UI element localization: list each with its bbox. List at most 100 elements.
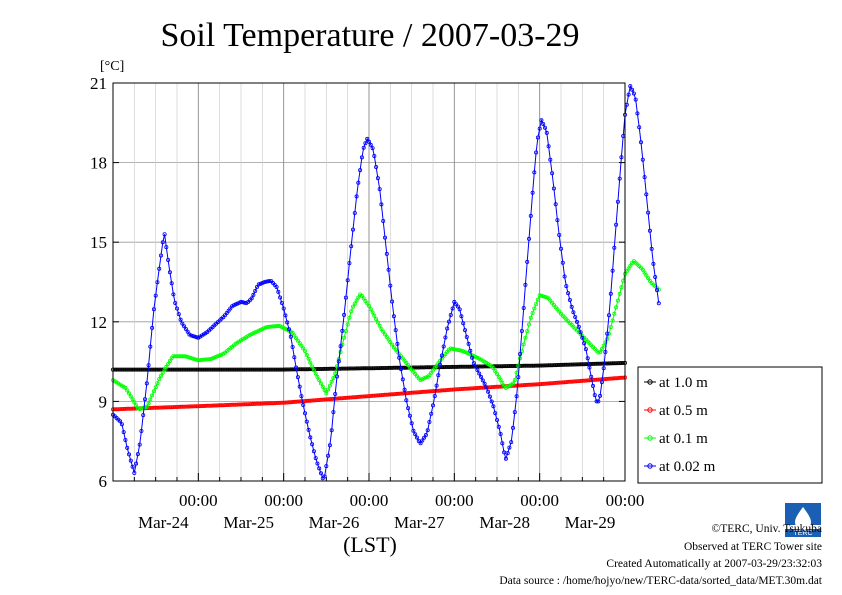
series-point [411, 390, 416, 395]
series-point [169, 281, 174, 286]
series-point [235, 367, 240, 372]
series-point [543, 381, 548, 386]
series-point [340, 328, 345, 333]
series-point [311, 368, 316, 373]
series-point [468, 348, 473, 353]
series-point [514, 394, 519, 399]
series-point [557, 380, 562, 385]
legend-box [637, 366, 823, 484]
series-point [174, 306, 179, 311]
series-point [470, 355, 475, 360]
series-point [253, 288, 258, 293]
series-point [446, 319, 451, 324]
series-point [585, 356, 590, 361]
series-point [422, 389, 427, 394]
series-point [317, 397, 322, 402]
series-point [190, 404, 195, 409]
series-point [564, 362, 569, 367]
series-point [361, 145, 366, 150]
series-point [130, 464, 135, 469]
series-point [575, 319, 580, 324]
x-tick-date-label: Mar-27 [394, 513, 445, 532]
series-point [626, 92, 631, 97]
series-point [318, 366, 323, 371]
series-point [535, 135, 540, 140]
series-point [628, 263, 633, 268]
series-point [166, 405, 171, 410]
series-point [242, 300, 247, 305]
series-point [267, 278, 272, 283]
series-point [525, 259, 530, 264]
series-point [349, 395, 354, 400]
series-point [173, 404, 178, 409]
series-point [477, 385, 482, 390]
logo-text: TERC [793, 530, 812, 537]
series-point [642, 270, 647, 275]
series-point [580, 378, 585, 383]
series-point [612, 361, 617, 366]
series-point [414, 435, 419, 440]
series-point [527, 382, 532, 387]
series-point [166, 257, 171, 262]
series-point [343, 295, 348, 300]
series-point [326, 366, 331, 371]
series-point [656, 301, 661, 306]
series-point [525, 363, 530, 368]
series-point [157, 266, 162, 271]
series-point [185, 354, 190, 359]
series-point [205, 357, 210, 362]
series-point [450, 306, 455, 311]
series-point [573, 362, 578, 367]
series-point [390, 392, 395, 397]
series-point [459, 364, 464, 369]
series-point [125, 388, 130, 393]
series-point [157, 405, 162, 410]
series-point [441, 344, 446, 349]
series-point [171, 405, 176, 410]
series-3 [111, 259, 661, 411]
x-tick-time-label: 00:00 [520, 491, 559, 510]
series-point [596, 377, 601, 382]
series-point [286, 327, 291, 332]
series-point [267, 324, 272, 329]
series-point [365, 394, 370, 399]
series-point [354, 298, 359, 303]
series-point [525, 329, 530, 334]
series-point [274, 284, 279, 289]
y-tick-label: 15 [90, 233, 107, 252]
series-point [478, 364, 483, 369]
series-point [345, 322, 350, 327]
series-point [573, 379, 578, 384]
series-point [646, 210, 651, 215]
series-point [615, 199, 620, 204]
series-point [342, 312, 347, 317]
series-point [125, 406, 130, 411]
series-point [382, 365, 387, 370]
series-point [539, 118, 544, 123]
series-point [494, 384, 499, 389]
series-point [276, 323, 281, 328]
series-point [174, 354, 179, 359]
y-tick-label: 12 [90, 313, 107, 332]
x-tick-time-label: 00:00 [606, 491, 645, 510]
series-point [363, 141, 368, 146]
series-point [468, 364, 473, 369]
series-point [144, 381, 149, 386]
series-point [167, 358, 172, 363]
series-point [619, 285, 624, 290]
series-point [541, 363, 546, 368]
y-tick-label: 9 [99, 392, 108, 411]
series-point [537, 293, 542, 298]
series-point [182, 324, 187, 329]
series-point [238, 299, 243, 304]
series-point [379, 393, 384, 398]
series-point [222, 403, 227, 408]
series-point [203, 403, 208, 408]
series-point [141, 367, 146, 372]
series-point [607, 361, 612, 366]
logo-drop-icon [795, 507, 811, 530]
series-point [432, 393, 437, 398]
series-point [281, 306, 286, 311]
series-point [342, 395, 347, 400]
series-point [313, 371, 318, 376]
